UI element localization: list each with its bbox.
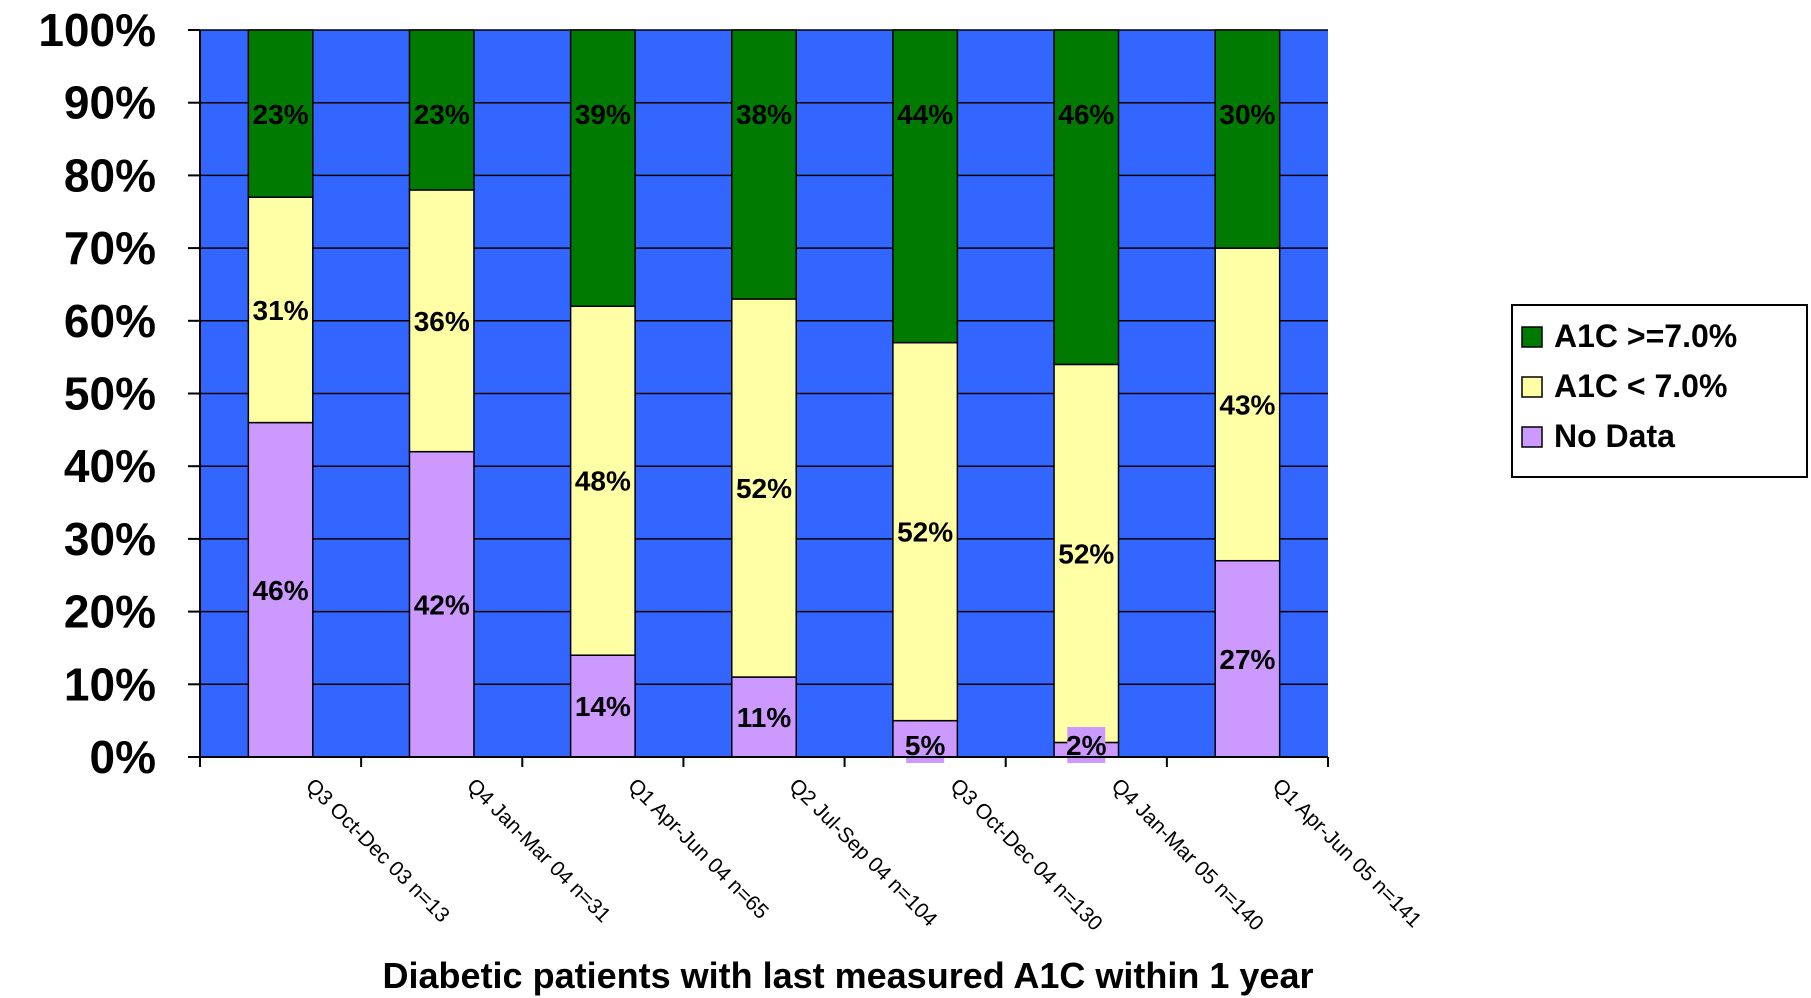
y-tick-label: 90% <box>64 77 156 129</box>
data-label-background <box>737 470 791 507</box>
y-tick-label: 40% <box>64 440 156 492</box>
data-label: 31% <box>253 295 309 326</box>
x-tick-label: Q3 Oct-Dec 03 n=13 <box>301 774 454 927</box>
axes <box>188 29 1329 767</box>
data-label: 43% <box>1219 389 1275 420</box>
legend-box <box>1511 304 1808 478</box>
data-label: 48% <box>575 466 631 497</box>
data-label: 52% <box>897 517 953 548</box>
legend-label: A1C >=7.0% <box>1554 318 1737 354</box>
data-label: 44% <box>897 99 953 130</box>
data-label: 38% <box>736 99 792 130</box>
data-label: 14% <box>575 691 631 722</box>
y-tick-label: 70% <box>64 222 156 274</box>
legend: A1C >=7.0% A1C < 7.0% No Data <box>1511 304 1808 478</box>
data-label: 52% <box>736 473 792 504</box>
x-tick-label: Q4 Jan-Mar 04 n=31 <box>462 774 615 927</box>
data-label-background <box>575 462 630 499</box>
legend-label: No Data <box>1554 418 1675 454</box>
data-label-background <box>737 96 791 132</box>
y-tick-label: 60% <box>64 295 156 347</box>
legend-swatch <box>1521 426 1543 448</box>
data-label-background <box>253 571 308 608</box>
x-tick-label: Q1 Apr-Jun 05 n=141 <box>1268 774 1426 932</box>
x-tick-label: Q3 Oct-Dec 04 n=130 <box>946 774 1107 935</box>
bar-segment <box>892 29 959 344</box>
data-label: 42% <box>414 589 470 620</box>
y-tick-label: 10% <box>64 658 156 710</box>
data-label-background <box>898 513 953 550</box>
data-label-background <box>1059 535 1114 572</box>
y-tick-label: 80% <box>64 149 156 201</box>
data-label: 46% <box>1058 99 1114 130</box>
y-tick-labels: 0% 10% 20% 30% 40% 50% 60% 70% 80% 90% 100% <box>38 4 156 783</box>
data-label: 23% <box>253 99 309 130</box>
data-label-background <box>414 586 469 623</box>
bar-segment <box>569 29 636 308</box>
data-label: 5% <box>905 730 946 761</box>
data-label-background <box>1220 96 1275 132</box>
data-label-background <box>575 688 630 725</box>
data-label: 30% <box>1219 99 1275 130</box>
data-label-background <box>414 302 469 339</box>
data-label-background <box>414 96 469 132</box>
x-tick-label: Q4 Jan-Mar 05 n=140 <box>1107 774 1268 935</box>
data-label: 39% <box>575 99 631 130</box>
data-label: 36% <box>414 306 470 337</box>
bar-segment <box>731 29 797 300</box>
y-tick-label: 20% <box>64 586 156 638</box>
bar-segment <box>1053 29 1120 366</box>
data-label: 27% <box>1219 644 1275 675</box>
y-tick-label: 50% <box>64 368 156 420</box>
data-label-background <box>1220 386 1275 423</box>
y-tick-label: 30% <box>64 513 156 565</box>
data-label: 52% <box>1058 538 1114 569</box>
data-label-background <box>737 699 791 736</box>
legend-label: A1C < 7.0% <box>1554 368 1727 404</box>
data-label-background <box>1059 96 1114 132</box>
data-label-background <box>253 291 308 328</box>
x-tick-labels: Q3 Oct-Dec 03 n=13 Q4 Jan-Mar 04 n=31 Q1 A… <box>301 774 1426 935</box>
legend-swatch <box>1521 326 1543 348</box>
x-axis-title: Diabetic patients with last measured A1C… <box>383 955 1314 996</box>
data-label: 2% <box>1066 730 1107 761</box>
data-label: 46% <box>253 575 309 606</box>
legend-swatch <box>1521 376 1543 398</box>
data-label-background <box>898 96 953 132</box>
y-tick-label: 100% <box>38 4 156 56</box>
data-labels: 46% 31% 23% 42% 36% 23% 14% 48% 39% 11% 52% 38% 5% 52… <box>253 96 1276 763</box>
data-label-background <box>253 96 308 132</box>
x-tick-label: Q2 Jul-Sep 04 n=104 <box>784 774 941 931</box>
y-tick-label: 0% <box>90 731 156 783</box>
data-label-background <box>575 96 630 132</box>
data-label: 23% <box>414 99 470 130</box>
data-label: 11% <box>737 702 792 733</box>
x-tick-label: Q1 Apr-Jun 04 n=65 <box>623 774 773 924</box>
data-label-background <box>1220 640 1275 677</box>
bar-segment <box>1214 29 1281 249</box>
